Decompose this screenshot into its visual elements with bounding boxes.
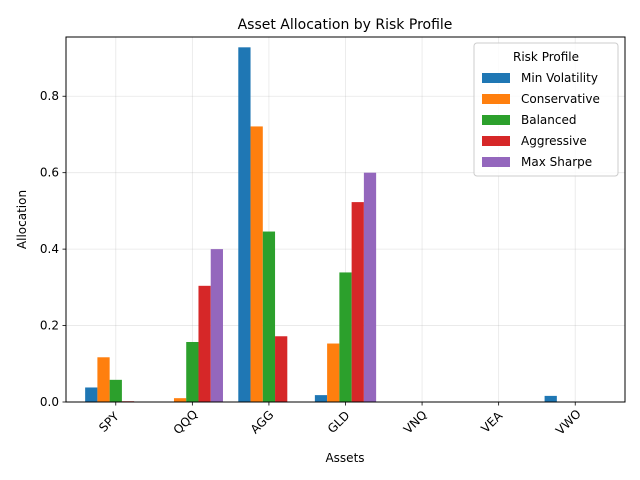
bar	[210, 249, 223, 402]
bar	[363, 172, 377, 402]
x-tick-label: AGG	[248, 408, 277, 437]
bar	[544, 395, 557, 402]
x-tick-label: GLD	[325, 408, 353, 436]
bar	[314, 395, 328, 402]
x-tick-label: VNQ	[401, 408, 430, 437]
y-axis-label: Allocation	[15, 190, 29, 249]
bar	[262, 231, 276, 402]
y-tick-label: 0.4	[40, 242, 59, 256]
legend-entry: Min Volatility	[521, 71, 598, 85]
bar	[198, 285, 211, 402]
legend-entry: Aggressive	[521, 134, 587, 148]
bar	[275, 336, 288, 402]
y-tick-label: 0.2	[40, 319, 59, 333]
legend-entry: Max Sharpe	[521, 155, 592, 169]
legend-swatch	[482, 73, 510, 83]
legend: Risk Profile Min Volatility Conservative B…	[473, 42, 619, 177]
x-axis-label: Assets	[325, 451, 364, 465]
x-tick-label: QQQ	[171, 407, 201, 437]
chart-title: Asset Allocation by Risk Profile	[238, 17, 453, 33]
legend-swatch	[482, 136, 510, 146]
legend-swatch	[482, 94, 510, 104]
legend-entry: Conservative	[521, 92, 600, 106]
y-tick-label: 0.8	[40, 89, 59, 103]
bar	[339, 272, 352, 402]
bar	[109, 379, 122, 402]
legend-swatch	[482, 157, 510, 167]
bar	[250, 126, 263, 402]
bar	[327, 343, 340, 402]
x-tick-label: VEA	[478, 408, 505, 435]
legend-swatch	[482, 115, 510, 125]
y-tick-label: 0.0	[40, 395, 59, 409]
bar	[351, 202, 364, 402]
bar	[85, 387, 98, 402]
bar	[173, 398, 187, 402]
legend-title: Risk Profile	[513, 50, 579, 64]
bar	[186, 341, 199, 402]
bar	[97, 357, 110, 402]
x-tick-label: SPY	[96, 409, 122, 435]
y-tick-label: 0.6	[40, 166, 59, 180]
bar	[238, 47, 251, 403]
bars	[85, 47, 557, 403]
x-tick-label: VWO	[553, 407, 584, 438]
legend-entry: Balanced	[521, 113, 576, 127]
